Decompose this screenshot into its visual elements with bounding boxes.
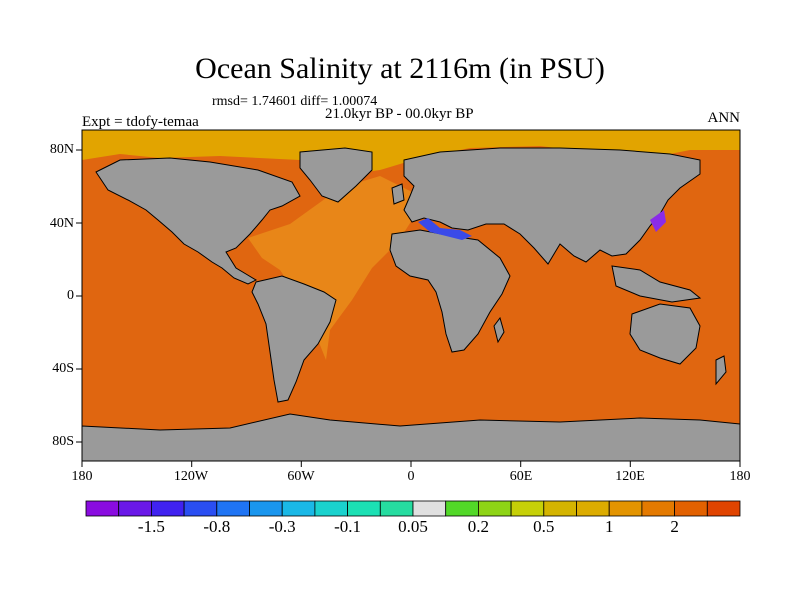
lat-label-80n: 80N bbox=[49, 142, 74, 157]
experiment-label: Expt = tdofy-temaa bbox=[82, 114, 199, 130]
africa bbox=[389, 229, 511, 353]
lon-label-180e: 180 bbox=[729, 469, 751, 484]
lon-label-120w: 120W bbox=[173, 469, 209, 484]
japan-sea-anomaly bbox=[650, 210, 666, 232]
lon-label-60w: 60W bbox=[287, 469, 315, 484]
colorbar-label: 0.05 bbox=[398, 517, 428, 536]
colorbar-swatch bbox=[314, 500, 348, 517]
colorbar-label: 0.5 bbox=[533, 517, 555, 536]
colorbar-swatch bbox=[379, 500, 414, 517]
colorbar-swatch bbox=[183, 500, 218, 517]
colorbar-label: -0.1 bbox=[334, 517, 362, 536]
lat-label-eq: 0 bbox=[67, 288, 74, 303]
colorbar-label: -0.3 bbox=[268, 517, 296, 536]
colorbar-swatch bbox=[674, 500, 708, 517]
mediterranean-anomaly bbox=[418, 218, 472, 240]
colorbar-swatch bbox=[347, 500, 381, 517]
colorbar-swatch bbox=[118, 500, 152, 517]
colorbar-swatch bbox=[477, 500, 512, 517]
madagascar bbox=[493, 316, 505, 344]
axis-ticks bbox=[76, 149, 741, 467]
chart-title: Ocean Salinity at 2116m (in PSU) bbox=[195, 52, 605, 85]
atlantic-region bbox=[248, 176, 420, 360]
time-period: 21.0kyr BP - 00.0kyr BP bbox=[325, 106, 474, 122]
colorbar-swatch bbox=[281, 500, 316, 517]
colorbar-swatch bbox=[543, 500, 577, 517]
lon-label-0: 0 bbox=[407, 469, 415, 484]
colorbar-swatch bbox=[216, 500, 250, 517]
maritime-continent bbox=[611, 265, 702, 303]
colorbar-label: -0.8 bbox=[203, 517, 231, 536]
colorbar-swatch bbox=[608, 500, 643, 517]
colorbar-swatch bbox=[85, 500, 120, 517]
colorbar-swatch bbox=[510, 500, 545, 517]
season-label: ANN bbox=[707, 110, 741, 126]
lon-label-60e: 60E bbox=[509, 469, 533, 484]
colorbar-swatch bbox=[576, 500, 610, 517]
australia bbox=[629, 303, 701, 365]
british-isles bbox=[391, 183, 405, 205]
lon-label-120e: 120E bbox=[615, 469, 645, 484]
rmsd-diff-stats: rmsd= 1.74601 diff= 1.00074 bbox=[212, 94, 378, 109]
colorbar-label: 0.2 bbox=[467, 517, 490, 536]
colorbar-swatch bbox=[150, 500, 185, 517]
colorbar-swatch bbox=[641, 500, 676, 517]
antarctica bbox=[82, 413, 740, 461]
greenland bbox=[299, 147, 373, 203]
colorbar-label: 1 bbox=[604, 517, 614, 536]
eurasia bbox=[403, 147, 701, 265]
colorbar-swatch bbox=[249, 500, 283, 517]
colorbar-swatch bbox=[706, 500, 741, 517]
land-masses bbox=[82, 147, 740, 461]
colorbar-swatch bbox=[412, 500, 447, 517]
south-america bbox=[251, 275, 337, 403]
map-area bbox=[82, 130, 740, 461]
arctic-ocean-region bbox=[82, 130, 740, 175]
north-america bbox=[95, 157, 301, 285]
colorbar bbox=[85, 500, 741, 517]
lat-label-40s: 40S bbox=[52, 361, 74, 376]
colorbar-label: 2 bbox=[670, 517, 679, 536]
lon-label-180w: 180 bbox=[71, 469, 93, 484]
lat-label-40n: 40N bbox=[49, 216, 74, 231]
colorbar-label: -1.5 bbox=[137, 517, 165, 536]
colorbar-swatch bbox=[445, 500, 479, 517]
lat-label-80s: 80S bbox=[52, 434, 74, 449]
new-zealand bbox=[715, 355, 727, 386]
